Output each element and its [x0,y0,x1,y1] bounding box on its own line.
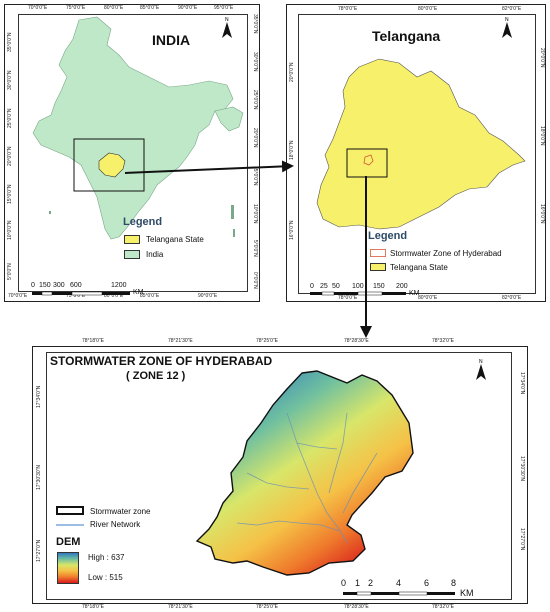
svg-text:N: N [479,359,483,365]
legend-label-river-network: River Network [90,520,141,529]
telangana-highlight-box [73,138,145,192]
north-arrow-icon: N [476,359,486,380]
india-map-frame [18,14,248,292]
telangana-map-frame [298,14,536,294]
india-title: INDIA [152,32,191,48]
legend-label-stormwater-zone: Stormwater Zone of Hyderabad [390,249,502,258]
legend-river-line [56,524,84,526]
zone-subtitle: ( ZONE 12 ) [126,370,186,382]
telangana-map [316,58,526,230]
stormwater-zone-boundary [195,370,414,576]
india-legend-title: Legend [123,216,163,228]
dem-legend-title: DEM [56,536,81,548]
zone-title: STORMWATER ZONE OF HYDERABAD [50,354,273,368]
legend-label-stormwater-zone-outline: Stormwater zone [90,507,151,516]
india-shape [32,16,234,240]
zone-map-frame [46,352,512,600]
dem-high-label: High : 637 [88,553,125,562]
legend-swatch-stormwater-zone-outline [56,506,84,515]
river-network [236,412,378,544]
svg-text:N: N [505,17,509,23]
legend-swatch-telangana [124,235,140,244]
telangana-title: Telangana [372,28,441,44]
telangana-shape-large [316,58,526,230]
legend-swatch-telangana-state [370,263,386,271]
telangana-legend-title: Legend [368,230,408,242]
hyderabad-zone-small [363,154,374,166]
zone-dem-map [195,370,414,576]
svg-text:N: N [225,17,229,23]
north-arrow-icon: N [222,17,232,38]
india-northeast [214,106,244,132]
telangana-shape-small [98,152,126,178]
legend-swatch-stormwater-zone [370,249,386,257]
island-dots [231,205,234,219]
dem-low-label: Low : 515 [88,573,123,582]
india-map [32,16,244,240]
arrow-india-to-telangana [124,160,294,174]
legend-label-india: India [146,250,164,259]
legend-label-telangana: Telangana State [146,235,204,244]
north-arrow-icon: N [502,17,512,38]
legend-swatch-india [124,250,140,259]
legend-label-telangana-state: Telangana State [390,263,448,272]
dem-color-ramp [57,552,79,584]
